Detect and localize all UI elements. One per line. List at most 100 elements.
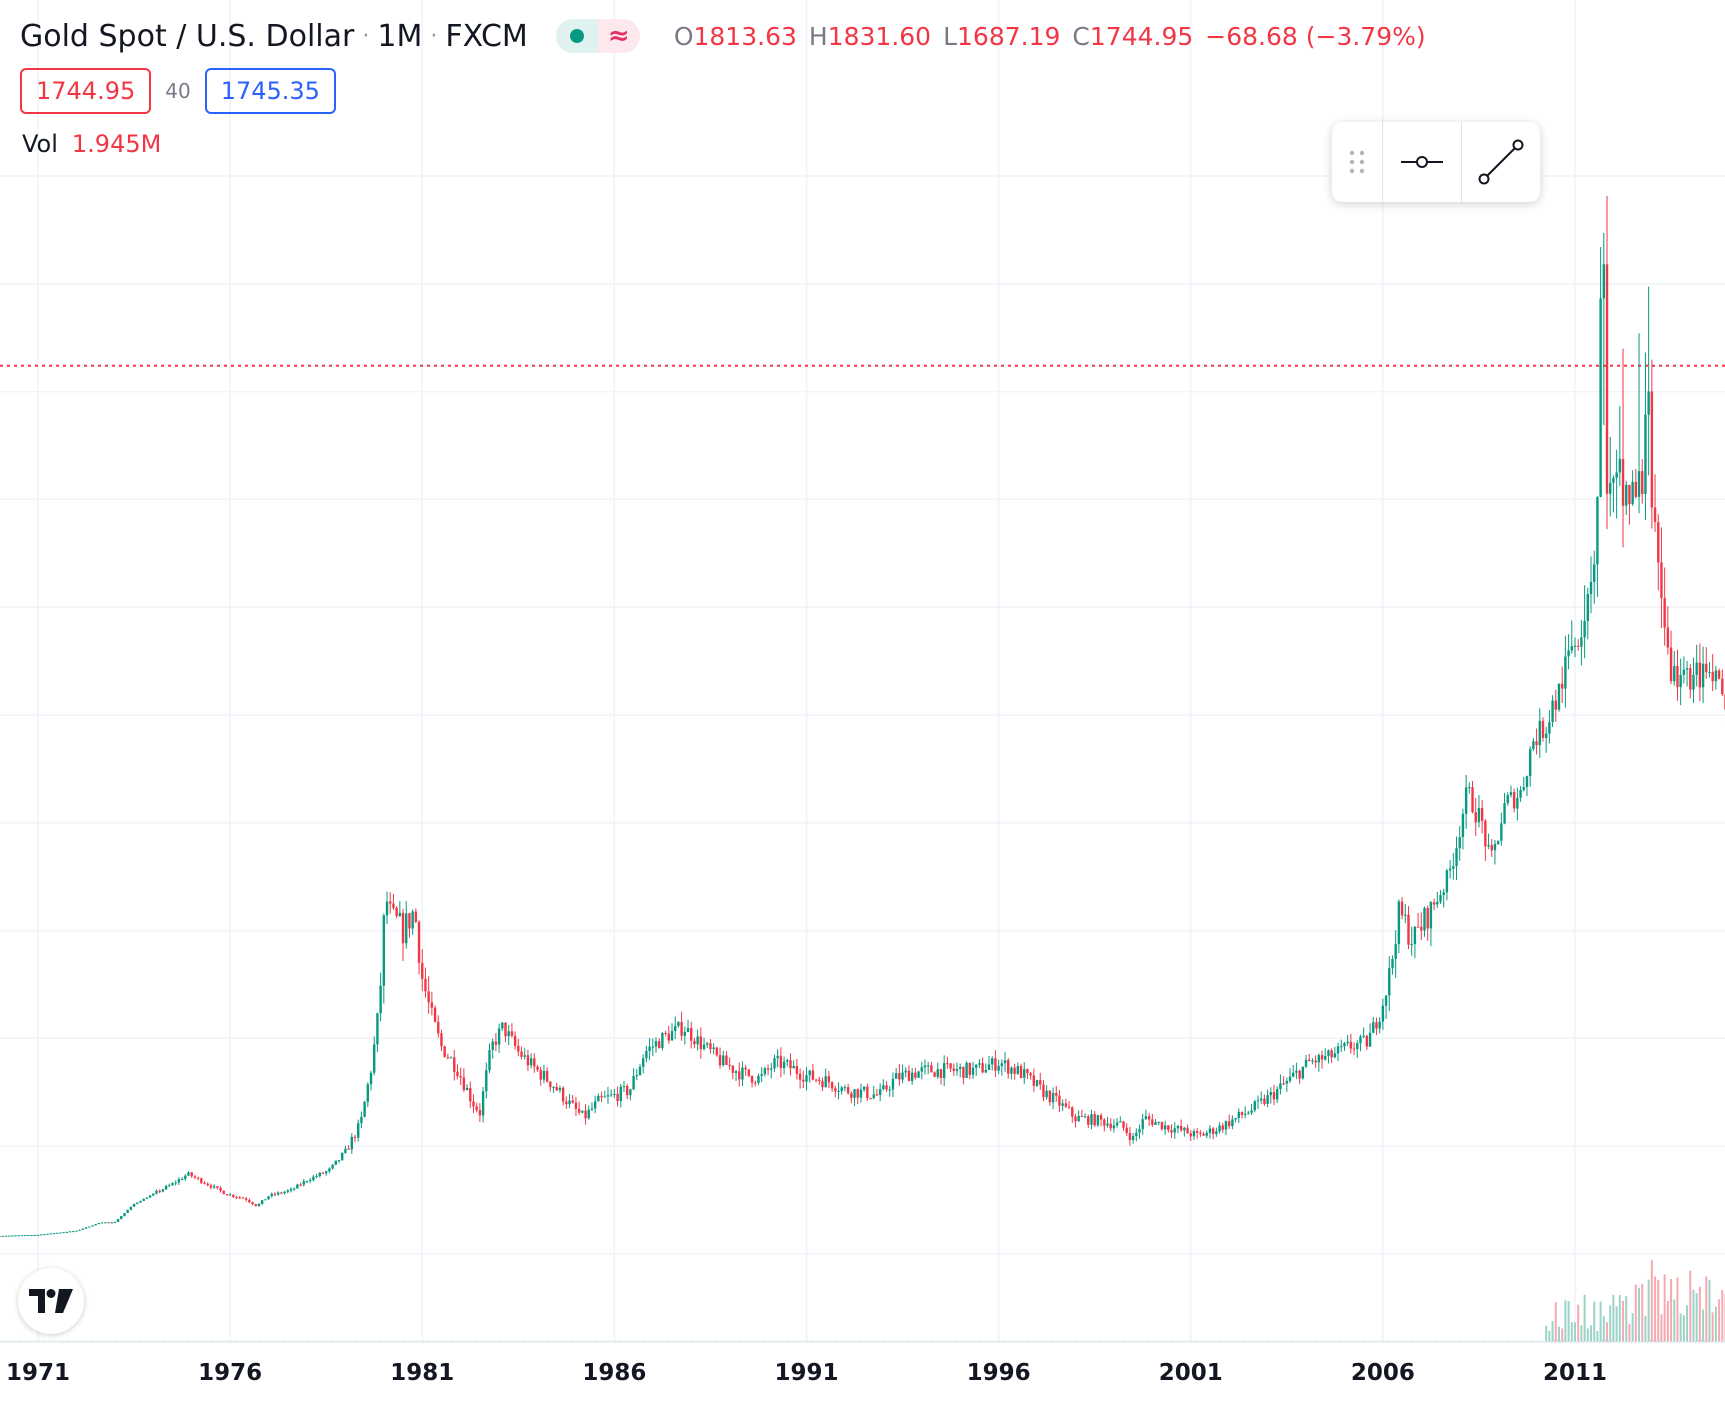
candle-up [1381,1005,1385,1022]
candle-down [680,1022,683,1036]
candle-up [1384,995,1388,1006]
candle-up [1682,669,1686,675]
candle-up [734,1071,738,1073]
candle-up [1183,1127,1186,1131]
candle-down [725,1055,728,1065]
candle-down [299,1184,302,1186]
candle-up [1714,670,1718,682]
candle-down [1560,683,1564,689]
candle-up [126,1209,129,1214]
candle-down [440,1033,443,1047]
candle-up [36,1234,40,1236]
volume-bar [1641,1283,1644,1342]
candle-up [923,1065,927,1068]
candle-up [1570,646,1573,651]
candle-up [1173,1128,1176,1133]
candle-up [609,1094,613,1096]
candle-up [1500,823,1503,841]
candle-up [955,1068,959,1071]
candle-up [1644,414,1647,494]
candle-down [795,1066,799,1074]
candle-up [1304,1059,1308,1067]
market-status[interactable]: ≈ [555,19,640,53]
high-label: H [808,21,828,51]
candle-down [1628,484,1631,505]
candle-down [510,1031,514,1036]
volume-bar [1670,1278,1673,1342]
candle-down [1042,1084,1045,1098]
candle-up [145,1197,149,1199]
tradingview-logo-icon[interactable] [18,1268,84,1334]
candle-up [257,1203,261,1207]
candle-up [959,1066,962,1069]
candle-down [1064,1103,1068,1107]
chart-header: Gold Spot / U.S. Dollar · 1M · FXCM ≈ O1… [20,14,1426,58]
candle-up [641,1058,645,1067]
candle-down [254,1204,257,1207]
candle-down [459,1076,462,1078]
candle-up [1131,1136,1135,1141]
candle-down [600,1095,603,1098]
candle-up [1448,868,1452,871]
candle-up [1564,656,1567,689]
symbol-title[interactable]: Gold Spot / U.S. Dollar [20,18,355,54]
candle-up [363,1101,366,1117]
candle-down [353,1136,357,1138]
candle-up [1692,674,1695,690]
candle-up [965,1062,968,1078]
candle-up [104,1222,107,1224]
candle-down [1170,1130,1173,1133]
sell-price-button[interactable]: 1744.95 [20,68,152,114]
candle-up [1023,1069,1026,1078]
candle-up [971,1067,975,1075]
candle-up [33,1234,36,1236]
candle-up [40,1234,43,1236]
candle-up [590,1108,594,1110]
candle-down [850,1093,853,1098]
drawing-toolbox [1332,122,1540,202]
candle-down [1211,1128,1215,1135]
trend-line-icon[interactable] [1462,122,1540,202]
candle-up [228,1194,232,1196]
open-value: 1813.63 [693,21,797,51]
candle-up [1439,895,1442,902]
candle-up [129,1206,133,1210]
candle-down [1375,1022,1378,1029]
candle-down [690,1027,693,1041]
candle-down [1541,720,1545,738]
candle-up [1458,837,1461,849]
candle-down [1227,1121,1231,1127]
volume-bar [1618,1295,1621,1342]
candle-down [846,1087,850,1094]
candle-down [0,1235,1,1237]
buy-price-button[interactable]: 1745.35 [204,68,336,114]
candle-up [1596,496,1599,565]
candle-down [1480,807,1484,821]
candle-down [1352,1048,1356,1050]
candle-up [142,1198,145,1202]
candle-down [1147,1116,1151,1120]
candle-down [1349,1041,1353,1049]
candle-down [584,1110,587,1119]
candle-up [1311,1060,1314,1062]
drag-grip-icon[interactable] [1332,122,1383,202]
spread-value: 40 [165,79,191,103]
interval-label[interactable]: 1M [377,18,423,54]
candle-up [411,911,414,929]
volume-bar [1708,1280,1711,1342]
candle-down [1407,914,1410,945]
candle-down [667,1033,671,1041]
horizontal-line-icon[interactable] [1383,122,1462,202]
candle-up [46,1233,49,1235]
candle-up [1250,1110,1253,1113]
candle-up [936,1069,939,1077]
candle-up [398,912,402,917]
candle-up [997,1065,1000,1071]
candle-down [1167,1125,1170,1131]
candle-down [1426,907,1429,929]
candle-up [292,1188,296,1190]
candle-up [161,1189,165,1192]
candle-up [344,1148,347,1153]
candle-up [1391,958,1394,969]
